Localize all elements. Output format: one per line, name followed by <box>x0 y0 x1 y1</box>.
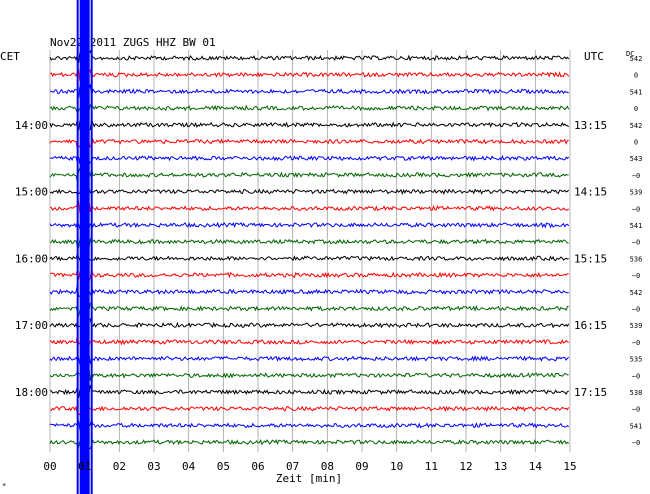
utc-axis-label: UTC <box>584 50 604 63</box>
x-tick-label: 05 <box>217 460 230 473</box>
dc-offset-label: 539 <box>630 189 643 197</box>
seismic-trace <box>49 151 570 166</box>
cet-hour-label: 15:00 <box>15 186 48 199</box>
x-tick-label: 12 <box>459 460 472 473</box>
seismic-trace <box>49 438 570 450</box>
dc-offset-label: 0 <box>634 139 638 147</box>
x-axis-ticks: 00 01 02 03 04 05 06 07 08 09 10 11 12 13 14 15 <box>43 460 576 473</box>
seismic-trace <box>49 417 570 433</box>
seismic-trace <box>49 50 570 65</box>
dc-offset-label: 538 <box>630 389 643 397</box>
seismic-trace <box>49 252 569 265</box>
x-tick-label: 10 <box>390 460 403 473</box>
x-tick-label: 07 <box>286 460 299 473</box>
x-tick-label: 03 <box>147 460 160 473</box>
seismic-traces <box>49 50 570 450</box>
dc-offset-label: 536 <box>630 255 643 263</box>
seismic-trace <box>49 118 570 131</box>
dc-offset-label: 535 <box>630 356 643 364</box>
seismic-trace <box>49 318 570 331</box>
dc-offset-label: −0 <box>632 339 640 347</box>
cet-axis-label: CET <box>0 50 20 63</box>
x-tick-label: 11 <box>425 460 438 473</box>
dc-offset-label: 543 <box>630 155 643 163</box>
dc-offset-label: −0 <box>632 439 640 447</box>
dc-offset-label: 542 <box>630 289 643 297</box>
x-tick-label: 02 <box>113 460 126 473</box>
dc-offset-label: −0 <box>632 372 640 380</box>
dc-offset-label: 542 <box>630 55 643 63</box>
dc-offset-label: 541 <box>630 88 643 96</box>
hour-labels: 14:00 15:00 16:00 17:00 18:00 13:15 14:15 15:15… <box>15 119 607 399</box>
utc-hour-label: 16:15 <box>574 319 607 332</box>
seismic-trace <box>49 301 569 318</box>
x-tick-label: 15 <box>563 460 576 473</box>
dc-offset-label: 539 <box>630 322 643 330</box>
seismic-trace <box>49 67 570 82</box>
dc-offset-label: −0 <box>632 239 640 247</box>
utc-hour-label: 13:15 <box>574 119 607 132</box>
x-tick-label: 04 <box>182 460 196 473</box>
seismic-trace <box>49 200 570 216</box>
cet-hour-label: 18:00 <box>15 386 48 399</box>
seismic-trace <box>49 368 569 382</box>
seismic-trace <box>49 405 570 417</box>
dc-offset-label: −0 <box>632 406 640 414</box>
dc-offset-label: −0 <box>632 172 640 180</box>
dc-offset-label: 542 <box>630 122 643 130</box>
corner-mark: * <box>2 482 6 490</box>
x-axis-label: Zeit [min] <box>276 472 342 485</box>
seismic-trace <box>49 166 569 182</box>
dc-offset-label: −0 <box>632 306 640 314</box>
dc-offset-label: 541 <box>630 222 643 230</box>
seismic-trace <box>49 134 569 150</box>
chart-title: Nov22 2011 ZUGS HHZ BW 01 <box>50 36 216 49</box>
event-signal-band <box>79 0 90 494</box>
time-grid <box>49 50 571 452</box>
dc-offset-label: 0 <box>634 72 638 80</box>
cet-hour-label: 17:00 <box>15 319 48 332</box>
seismic-trace <box>49 103 570 115</box>
x-tick-label: 00 <box>43 460 56 473</box>
seismic-trace <box>49 268 569 283</box>
seismic-trace <box>49 221 570 233</box>
seismic-trace <box>49 285 569 299</box>
seismic-event <box>76 0 93 494</box>
seismic-trace <box>50 84 569 98</box>
dc-column-label: DC <box>626 50 634 58</box>
utc-hour-label: 14:15 <box>574 186 607 199</box>
dc-offset-label: −0 <box>632 205 640 213</box>
seismic-trace <box>49 334 570 350</box>
dc-offset-labels: 542 0 541 0 542 0 543 −0 539 −0 541 −0 536 −0 542 −0 539… <box>630 55 643 447</box>
x-tick-label: 13 <box>494 460 507 473</box>
x-tick-label: 09 <box>355 460 368 473</box>
dc-offset-label: 541 <box>630 422 643 430</box>
seismic-trace <box>49 184 570 196</box>
utc-hour-label: 15:15 <box>574 252 607 265</box>
seismic-trace <box>49 233 569 249</box>
dc-offset-label: 0 <box>634 105 638 113</box>
cet-hour-label: 16:00 <box>15 252 48 265</box>
dc-offset-label: −0 <box>632 272 640 280</box>
cet-hour-label: 14:00 <box>15 119 48 132</box>
x-tick-label: 01 <box>78 460 91 473</box>
x-tick-label: 14 <box>529 460 543 473</box>
seismic-trace <box>49 350 570 366</box>
x-tick-label: 06 <box>251 460 264 473</box>
x-tick-label: 08 <box>321 460 334 473</box>
seismic-trace <box>50 385 569 398</box>
utc-hour-label: 17:15 <box>574 386 607 399</box>
